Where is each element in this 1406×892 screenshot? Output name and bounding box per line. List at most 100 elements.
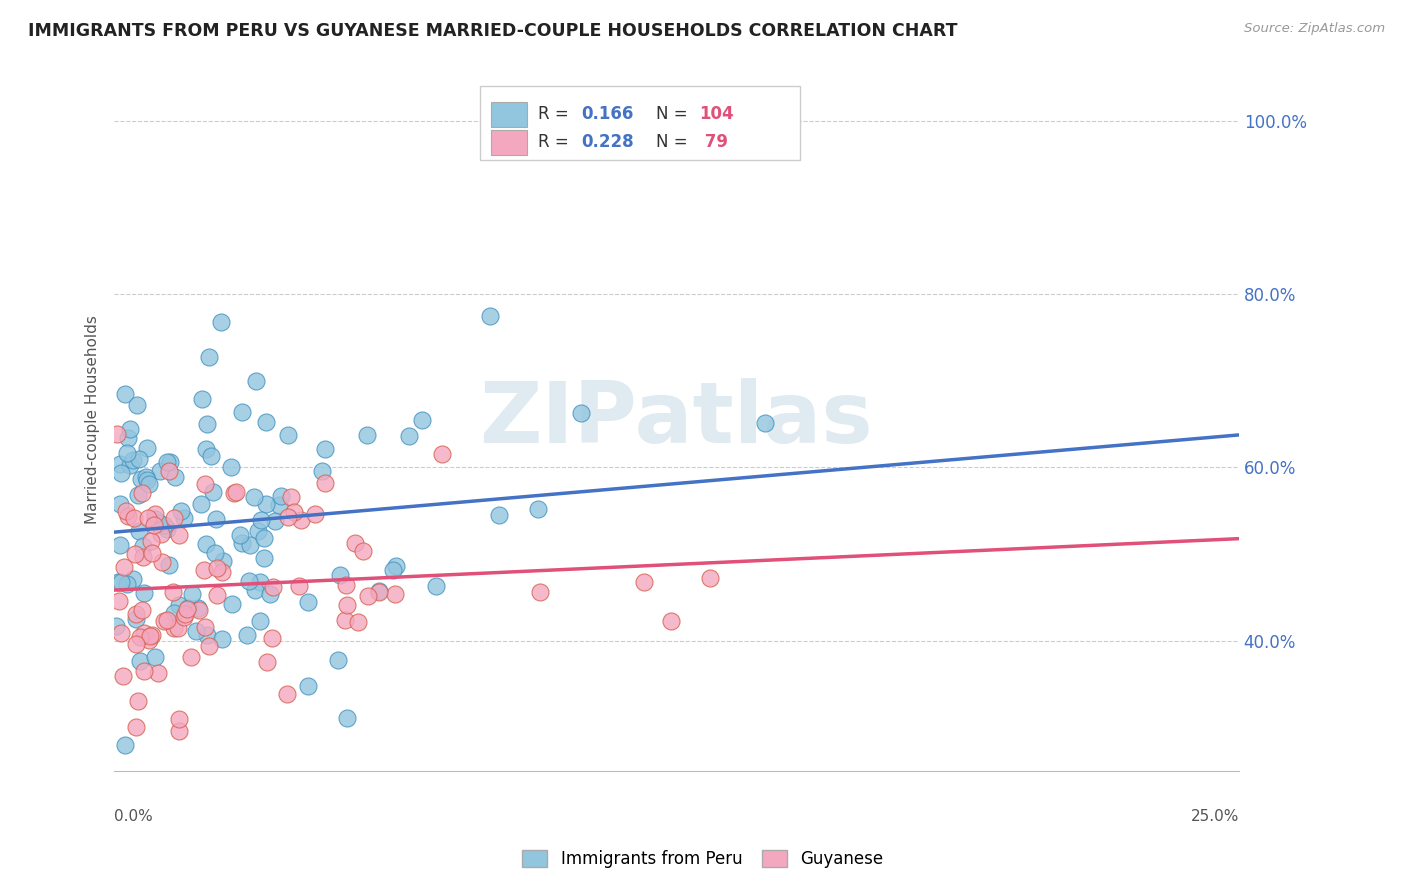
Point	[120, 458, 142, 473]
Point	[243, 490, 266, 504]
Point	[231, 405, 253, 419]
Point	[194, 536, 217, 550]
Point	[115, 446, 138, 460]
Point	[148, 516, 170, 530]
Text: IMMIGRANTS FROM PERU VS GUYANESE MARRIED-COUPLE HOUSEHOLDS CORRELATION CHART: IMMIGRANTS FROM PERU VS GUYANESE MARRIED…	[28, 22, 957, 40]
Point	[125, 607, 148, 622]
Point	[156, 522, 179, 536]
Point	[283, 505, 305, 519]
Point	[198, 639, 221, 653]
Point	[245, 374, 267, 388]
Point	[132, 664, 155, 678]
Point	[128, 524, 150, 538]
Point	[221, 597, 243, 611]
Point	[280, 490, 302, 504]
Point	[122, 573, 145, 587]
Point	[314, 442, 336, 457]
Point	[288, 578, 311, 592]
Point	[150, 527, 173, 541]
Text: 0.166: 0.166	[581, 105, 633, 123]
Point	[167, 723, 190, 738]
Point	[297, 679, 319, 693]
Point	[347, 615, 370, 629]
Point	[204, 546, 226, 560]
Point	[162, 510, 184, 524]
Point	[143, 649, 166, 664]
Text: Source: ZipAtlas.com: Source: ZipAtlas.com	[1244, 22, 1385, 36]
Point	[195, 628, 218, 642]
Point	[205, 561, 228, 575]
Point	[264, 514, 287, 528]
Point	[367, 584, 389, 599]
Point	[529, 585, 551, 599]
Point	[201, 485, 224, 500]
Point	[297, 595, 319, 609]
Point	[110, 574, 132, 589]
Point	[243, 583, 266, 598]
Point	[173, 510, 195, 524]
Point	[110, 466, 132, 480]
Point	[180, 650, 202, 665]
Point	[105, 619, 128, 633]
Point	[128, 630, 150, 644]
Point	[163, 606, 186, 620]
Point	[138, 511, 160, 525]
Point	[253, 531, 276, 545]
Point	[132, 539, 155, 553]
Point	[187, 601, 209, 615]
Point	[107, 575, 129, 590]
Point	[205, 512, 228, 526]
Point	[205, 588, 228, 602]
Point	[262, 631, 284, 645]
Point	[162, 585, 184, 599]
Point	[228, 528, 250, 542]
Point	[184, 624, 207, 638]
Point	[249, 575, 271, 590]
Point	[198, 350, 221, 364]
Point	[156, 455, 179, 469]
Point	[225, 485, 247, 500]
Point	[115, 504, 138, 518]
Point	[131, 603, 153, 617]
Point	[167, 527, 190, 541]
Point	[277, 509, 299, 524]
Point	[478, 309, 501, 323]
Point	[129, 472, 152, 486]
Text: N =: N =	[657, 105, 693, 123]
Point	[128, 451, 150, 466]
Point	[357, 590, 380, 604]
Text: 79: 79	[699, 133, 728, 152]
Point	[254, 497, 277, 511]
Point	[249, 513, 271, 527]
Point	[304, 507, 326, 521]
Point	[135, 470, 157, 484]
Point	[110, 497, 132, 511]
Point	[336, 711, 359, 725]
Point	[181, 587, 204, 601]
Point	[384, 587, 406, 601]
Point	[125, 720, 148, 734]
Point	[173, 609, 195, 624]
Point	[326, 653, 349, 667]
Point	[110, 626, 132, 640]
Point	[115, 576, 138, 591]
Point	[111, 669, 134, 683]
Point	[352, 543, 374, 558]
Point	[267, 499, 290, 513]
Point	[118, 422, 141, 436]
Point	[754, 416, 776, 430]
Point	[166, 621, 188, 635]
Text: 25.0%: 25.0%	[1191, 809, 1239, 824]
Point	[105, 426, 128, 441]
Point	[195, 442, 218, 456]
Point	[238, 574, 260, 588]
Point	[146, 666, 169, 681]
Point	[194, 477, 217, 491]
Point	[381, 564, 404, 578]
Point	[153, 615, 176, 629]
Point	[177, 601, 200, 615]
Point	[211, 632, 233, 647]
Point	[127, 694, 149, 708]
Point	[356, 427, 378, 442]
Point	[108, 538, 131, 552]
